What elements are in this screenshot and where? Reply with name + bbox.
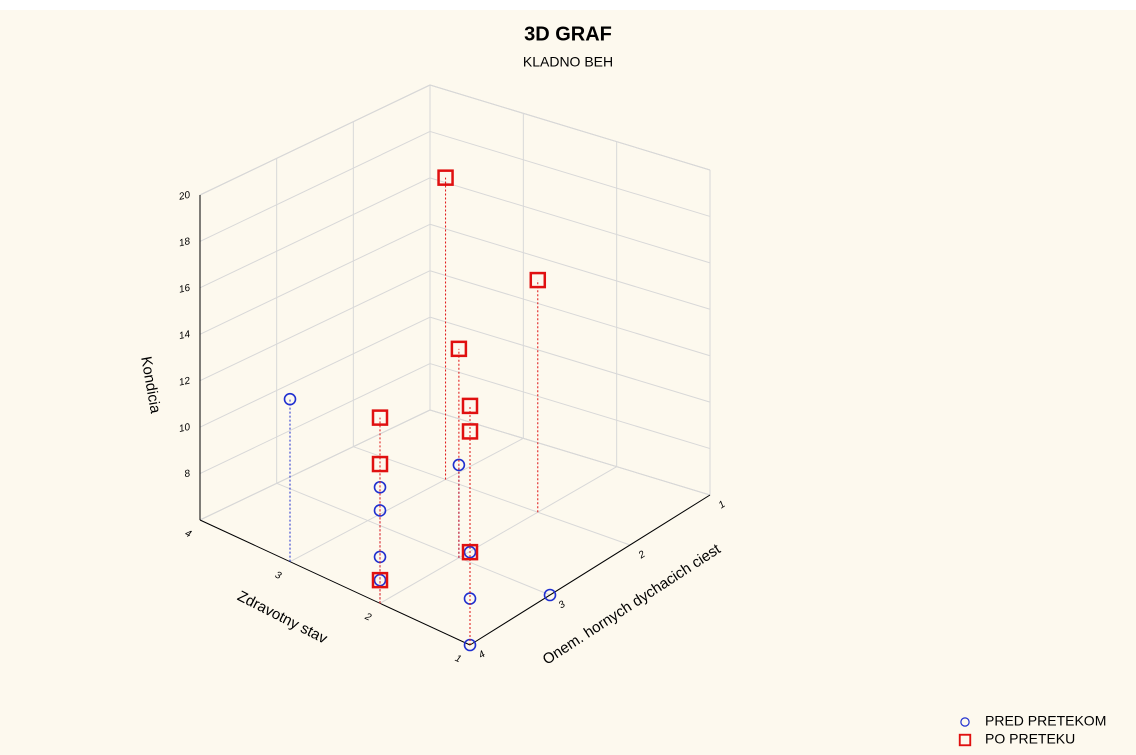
point (283, 392, 297, 406)
legend-label: PRED PRETEKOM (985, 713, 1106, 729)
point (529, 271, 547, 289)
z-tick-label: 18 (178, 236, 192, 249)
point (371, 409, 389, 426)
z-tick-label: 20 (177, 190, 192, 203)
grid-line (199, 130, 431, 242)
x-tick-label: 1 (453, 653, 463, 665)
chart-subtitle: KLADNO BEH (523, 54, 613, 70)
z-tick-label: 8 (183, 468, 191, 480)
grid-line (429, 363, 711, 450)
grid-line (199, 409, 431, 521)
legend-marker (958, 733, 972, 747)
x-tick-label: 4 (183, 528, 193, 541)
point (461, 397, 479, 415)
grid-line (429, 270, 711, 357)
y-tick-label: 3 (557, 599, 568, 611)
grid-line (429, 223, 711, 310)
grid-line (429, 84, 711, 171)
grid-line (199, 84, 431, 196)
grid-line (199, 223, 431, 335)
z-tick-label: 10 (178, 422, 192, 435)
x-tick-label: 3 (273, 570, 283, 583)
point (450, 340, 468, 358)
legend-marker (960, 717, 970, 727)
background (0, 10, 1136, 755)
grid-line (199, 363, 431, 475)
point (452, 458, 466, 472)
x-axis (199, 519, 471, 646)
grid-line (199, 316, 431, 428)
top-strip (0, 0, 1136, 10)
grid-line (429, 316, 711, 403)
y-tick-label: 1 (717, 499, 728, 511)
z-tick-label: 14 (178, 329, 192, 342)
grid-line (199, 270, 431, 382)
y-tick-label: 4 (477, 649, 488, 661)
x-tick-label: 2 (362, 611, 373, 624)
grid-line (199, 177, 431, 289)
z-tick-label: 12 (178, 375, 192, 388)
legend-label: PO PRETEKU (985, 731, 1075, 747)
grid-line (429, 177, 711, 264)
grid-line (353, 446, 631, 546)
chart-title: 3D GRAF (524, 23, 612, 45)
point (437, 169, 454, 186)
grid-line (289, 437, 524, 563)
grid-line (429, 130, 711, 217)
grid-line (379, 466, 617, 604)
y-tick-label: 2 (636, 549, 648, 562)
y-axis (469, 494, 711, 646)
point (543, 588, 557, 602)
z-tick-label: 16 (178, 283, 192, 296)
grid-line (276, 482, 551, 596)
point (373, 504, 387, 517)
marks (283, 169, 557, 652)
point (463, 545, 477, 559)
